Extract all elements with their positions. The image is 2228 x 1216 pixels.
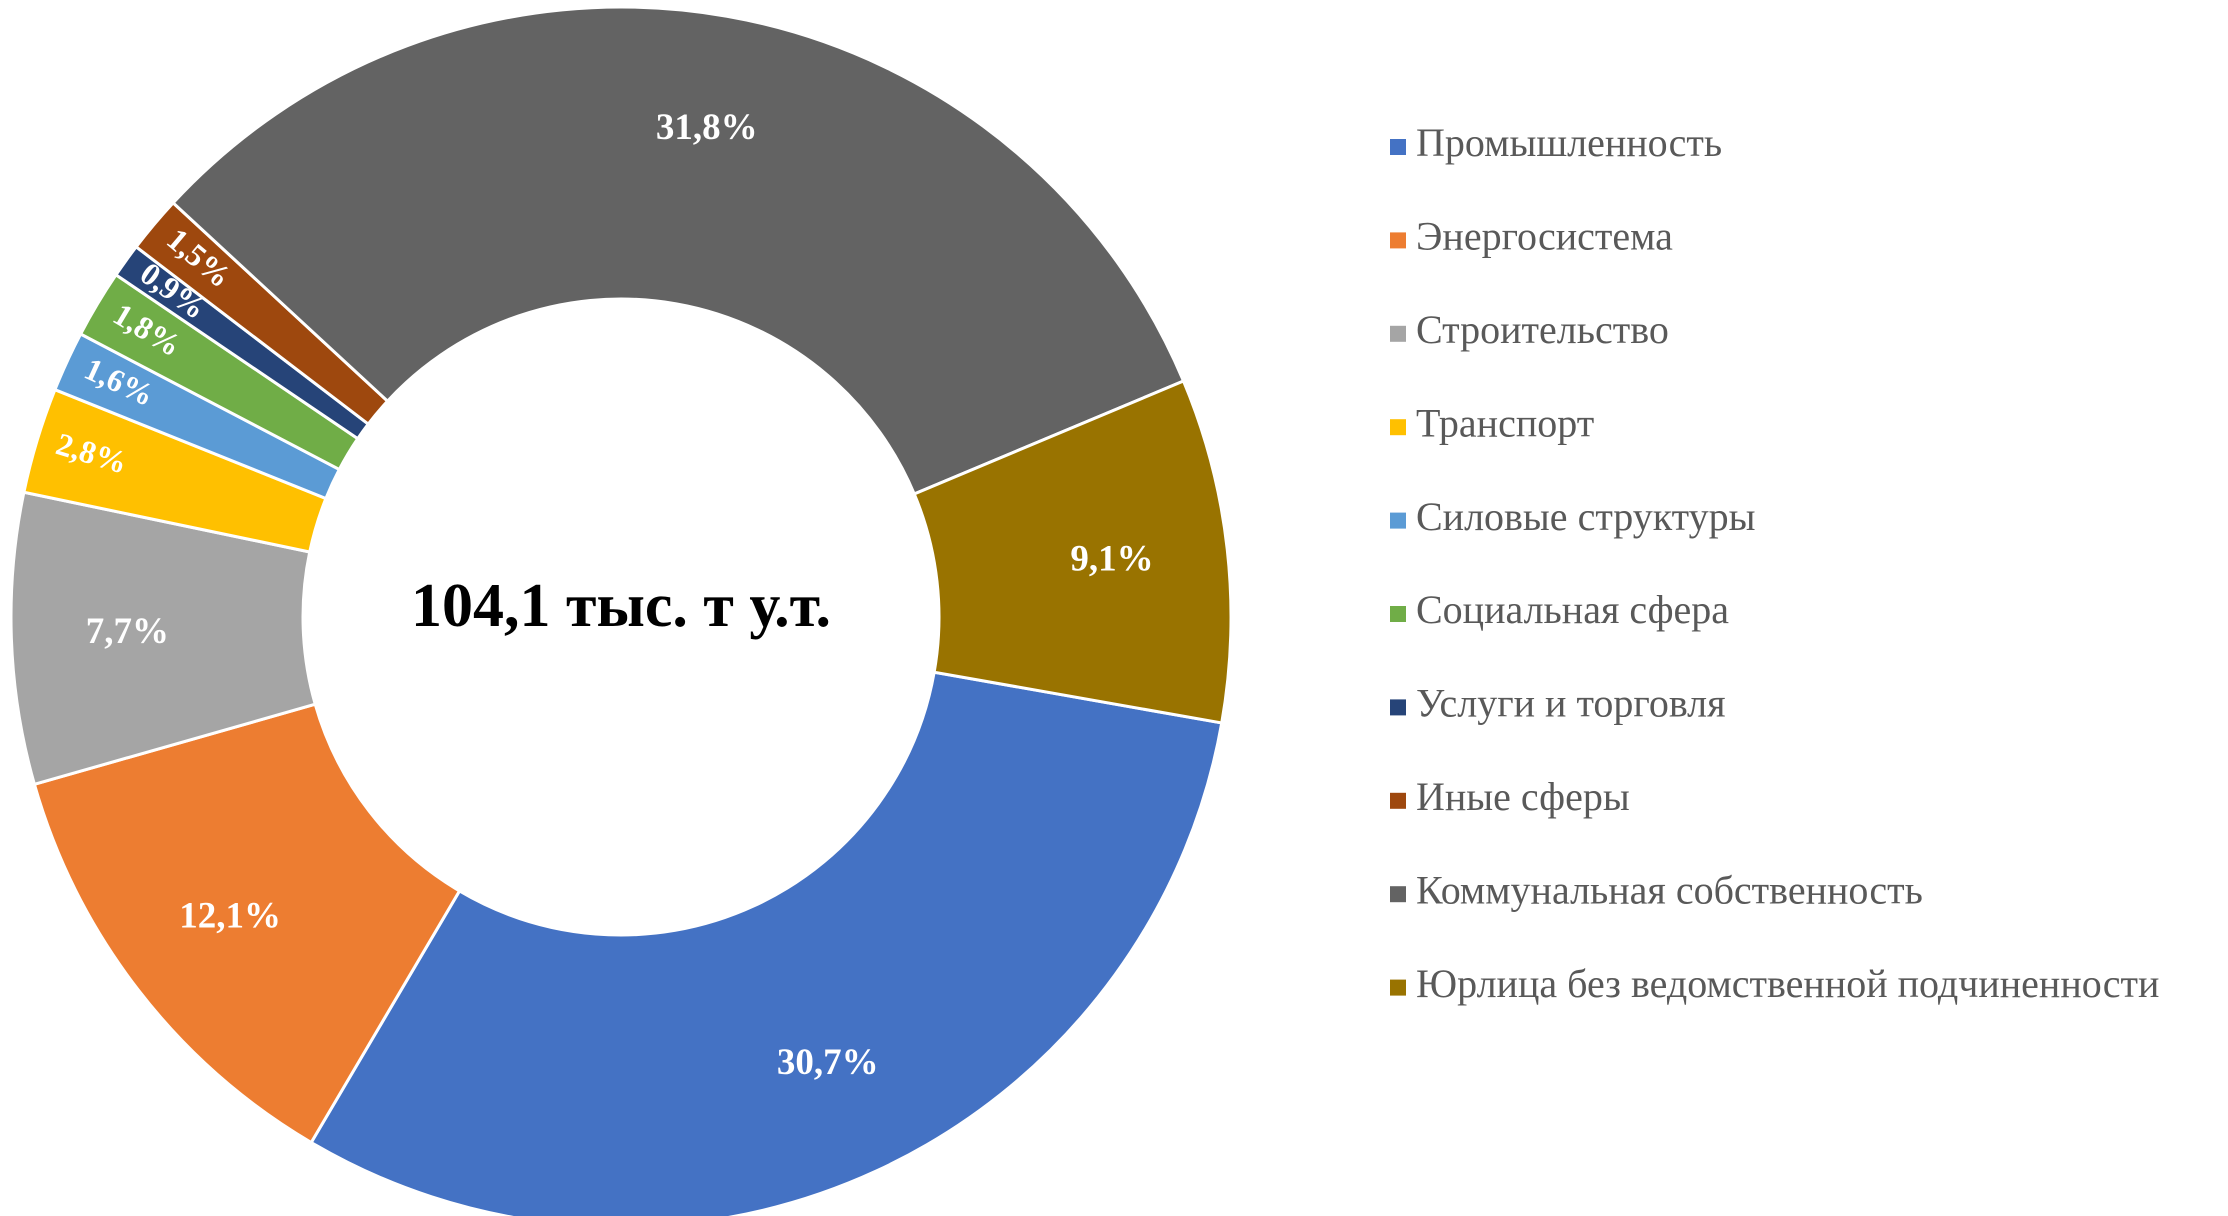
- data-label: 12,1%: [179, 896, 281, 937]
- center-label: 104,1 тыс. т у.т.: [411, 572, 831, 640]
- legend-label: Энергосистема: [1416, 214, 1673, 259]
- legend-marker: [1390, 979, 1406, 996]
- slice: [309, 670, 1224, 1216]
- legend-label: Транспорт: [1416, 400, 1594, 445]
- slice: [171, 5, 1186, 496]
- legend-label: Промышленность: [1416, 120, 1722, 165]
- legend-marker: [1390, 699, 1406, 716]
- legend-marker: [1390, 232, 1406, 249]
- legend-marker: [1390, 512, 1406, 529]
- legend-marker: [1390, 419, 1406, 436]
- legend-marker: [1390, 325, 1406, 342]
- legend-label: Силовые структуры: [1416, 494, 1756, 539]
- data-label: 31,8%: [656, 107, 758, 148]
- data-label: 30,7%: [777, 1042, 879, 1083]
- legend-marker: [1390, 792, 1406, 809]
- legend-label: Коммунальная собственность: [1416, 867, 1923, 912]
- legend-label: Иные сферы: [1416, 774, 1630, 819]
- legend-label: Социальная сфера: [1416, 587, 1729, 632]
- slice: [32, 702, 462, 1145]
- legend-label: Строительство: [1416, 307, 1669, 352]
- legend-marker: [1390, 606, 1406, 622]
- data-label: 9,1%: [1070, 539, 1153, 580]
- data-label: 7,7%: [86, 611, 169, 652]
- slice: [912, 379, 1233, 725]
- legend-label: Услуги и торговля: [1416, 681, 1726, 726]
- legend-marker: [1390, 139, 1406, 155]
- legend-label: Юрлица без ведомственной подчиненности: [1416, 961, 2159, 1006]
- legend-marker: [1390, 886, 1406, 903]
